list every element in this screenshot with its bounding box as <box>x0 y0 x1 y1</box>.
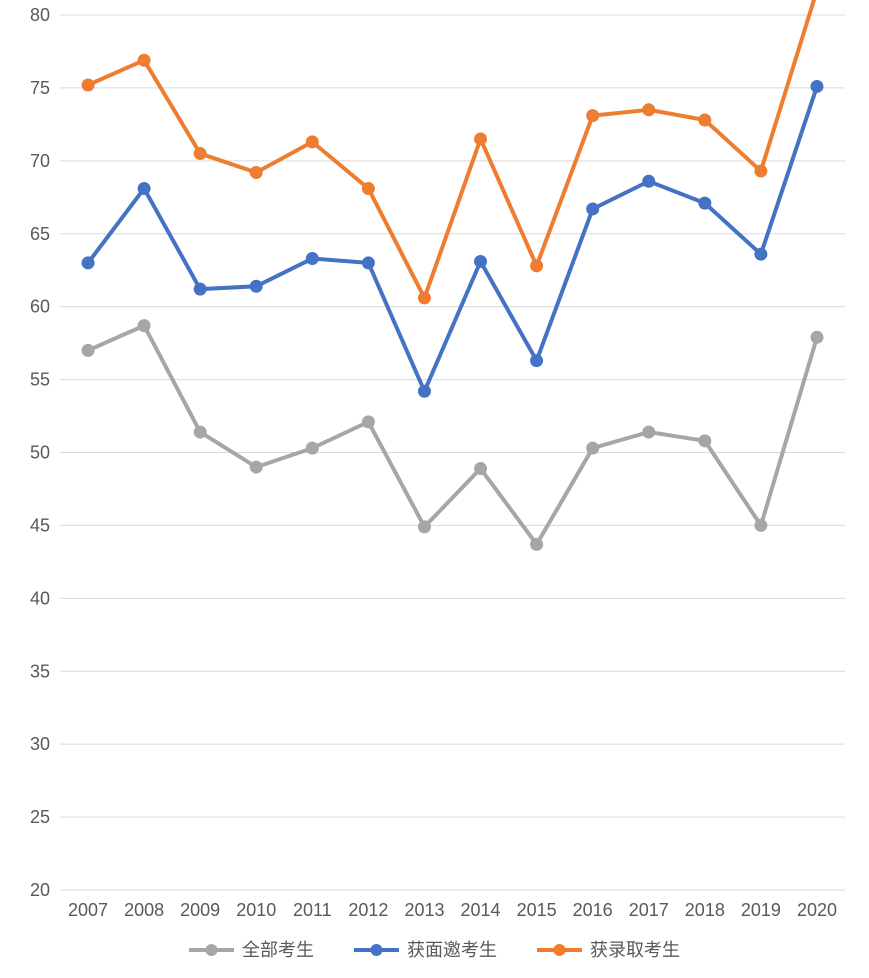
x-tick-label: 2020 <box>797 900 837 920</box>
series-marker-all <box>531 538 543 550</box>
series-marker-interview <box>138 183 150 195</box>
series-marker-admitted <box>82 79 94 91</box>
series-marker-interview <box>699 197 711 209</box>
series-marker-interview <box>475 255 487 267</box>
x-tick-label: 2016 <box>573 900 613 920</box>
y-tick-label: 70 <box>30 151 50 171</box>
x-tick-label: 2019 <box>741 900 781 920</box>
series-marker-all <box>699 435 711 447</box>
x-tick-label: 2007 <box>68 900 108 920</box>
legend-marker-interview <box>371 944 383 956</box>
series-marker-interview <box>362 257 374 269</box>
series-marker-admitted <box>587 110 599 122</box>
series-marker-all <box>138 320 150 332</box>
series-marker-all <box>475 463 487 475</box>
x-tick-label: 2009 <box>180 900 220 920</box>
series-marker-interview <box>811 80 823 92</box>
series-marker-interview <box>587 203 599 215</box>
y-tick-label: 80 <box>30 5 50 25</box>
series-marker-all <box>755 519 767 531</box>
x-tick-label: 2012 <box>348 900 388 920</box>
series-marker-all <box>250 461 262 473</box>
legend-marker-all <box>206 944 218 956</box>
y-tick-label: 25 <box>30 807 50 827</box>
x-tick-label: 2011 <box>293 900 332 920</box>
series-marker-admitted <box>418 292 430 304</box>
y-tick-label: 50 <box>30 443 50 463</box>
x-tick-label: 2008 <box>124 900 164 920</box>
x-tick-label: 2018 <box>685 900 725 920</box>
series-marker-all <box>418 521 430 533</box>
series-marker-interview <box>194 283 206 295</box>
y-tick-label: 30 <box>30 734 50 754</box>
x-tick-label: 2013 <box>404 900 444 920</box>
series-marker-all <box>587 442 599 454</box>
y-tick-label: 65 <box>30 224 50 244</box>
series-marker-admitted <box>250 167 262 179</box>
line-chart: 20 25 30 35 40 45 50 55 60 65 70 75 80 2007 2008 2009 20… <box>0 0 869 978</box>
y-tick-label: 75 <box>30 78 50 98</box>
series-marker-admitted <box>699 114 711 126</box>
y-tick-label: 40 <box>30 588 50 608</box>
series-marker-admitted <box>475 133 487 145</box>
series-marker-admitted <box>531 260 543 272</box>
series-marker-all <box>362 416 374 428</box>
series-marker-interview <box>418 385 430 397</box>
legend-label-admitted: 获录取考生 <box>590 940 680 960</box>
series-marker-all <box>306 442 318 454</box>
x-tick-label: 2010 <box>236 900 276 920</box>
series-marker-interview <box>306 253 318 265</box>
series-marker-interview <box>531 355 543 367</box>
series-marker-all <box>82 344 94 356</box>
series-marker-all <box>194 426 206 438</box>
x-tick-label: 2017 <box>629 900 669 920</box>
series-marker-admitted <box>362 183 374 195</box>
series-marker-admitted <box>306 136 318 148</box>
legend-marker-admitted <box>554 944 566 956</box>
series-marker-interview <box>643 175 655 187</box>
y-tick-label: 35 <box>30 661 50 681</box>
series-marker-interview <box>82 257 94 269</box>
y-tick-label: 20 <box>30 880 50 900</box>
series-marker-admitted <box>194 148 206 160</box>
series-marker-interview <box>250 280 262 292</box>
series-marker-all <box>811 331 823 343</box>
series-marker-admitted <box>755 165 767 177</box>
y-tick-label: 45 <box>30 515 50 535</box>
series-marker-admitted <box>138 54 150 66</box>
legend-label-all: 全部考生 <box>242 940 314 960</box>
x-tick-label: 2015 <box>517 900 557 920</box>
series-marker-all <box>643 426 655 438</box>
series-marker-admitted <box>643 104 655 116</box>
chart-svg: 20 25 30 35 40 45 50 55 60 65 70 75 80 2007 2008 2009 20… <box>0 0 869 978</box>
series-marker-interview <box>755 248 767 260</box>
y-tick-label: 55 <box>30 370 50 390</box>
x-tick-label: 2014 <box>461 900 501 920</box>
y-tick-label: 60 <box>30 297 50 317</box>
legend-label-interview: 获面邀考生 <box>407 940 497 960</box>
